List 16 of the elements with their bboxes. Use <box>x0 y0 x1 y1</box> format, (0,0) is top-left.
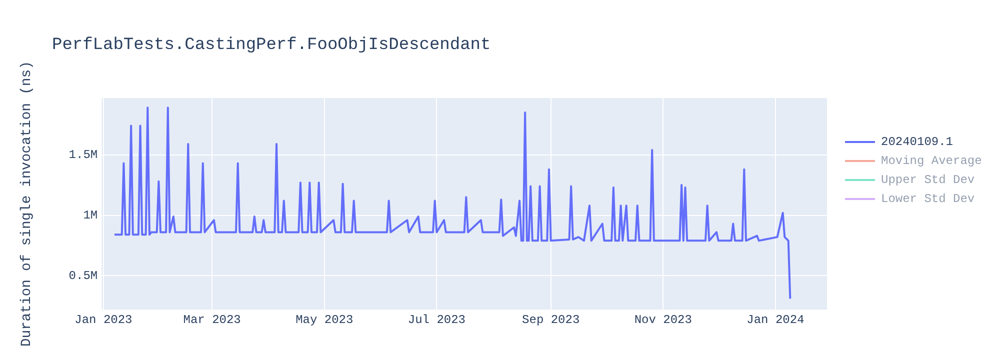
legend-label: 20240109.1 <box>881 134 954 148</box>
y-axis-title: Duration of single invocation (ns) <box>19 60 36 347</box>
legend-label: Moving Average <box>881 154 982 168</box>
x-tick-label: Jul 2023 <box>408 312 466 327</box>
legend-label: Upper Std Dev <box>881 172 975 186</box>
y-tick-label: 0.5M <box>68 268 98 283</box>
x-tick-label: May 2023 <box>296 312 354 327</box>
x-tick-label: Mar 2023 <box>183 312 241 327</box>
legend-label: Lower Std Dev <box>881 192 975 206</box>
x-tick-label: Jan 2023 <box>74 312 132 327</box>
chart-title: PerfLabTests.CastingPerf.FooObjIsDescendant <box>52 36 491 55</box>
y-tick-label: 1M <box>83 208 98 222</box>
x-tick-label: Jan 2024 <box>746 312 804 327</box>
x-tick-label: Sep 2023 <box>522 312 580 327</box>
x-tick-label: Nov 2023 <box>634 312 692 327</box>
y-tick-label: 1.5M <box>68 148 98 162</box>
